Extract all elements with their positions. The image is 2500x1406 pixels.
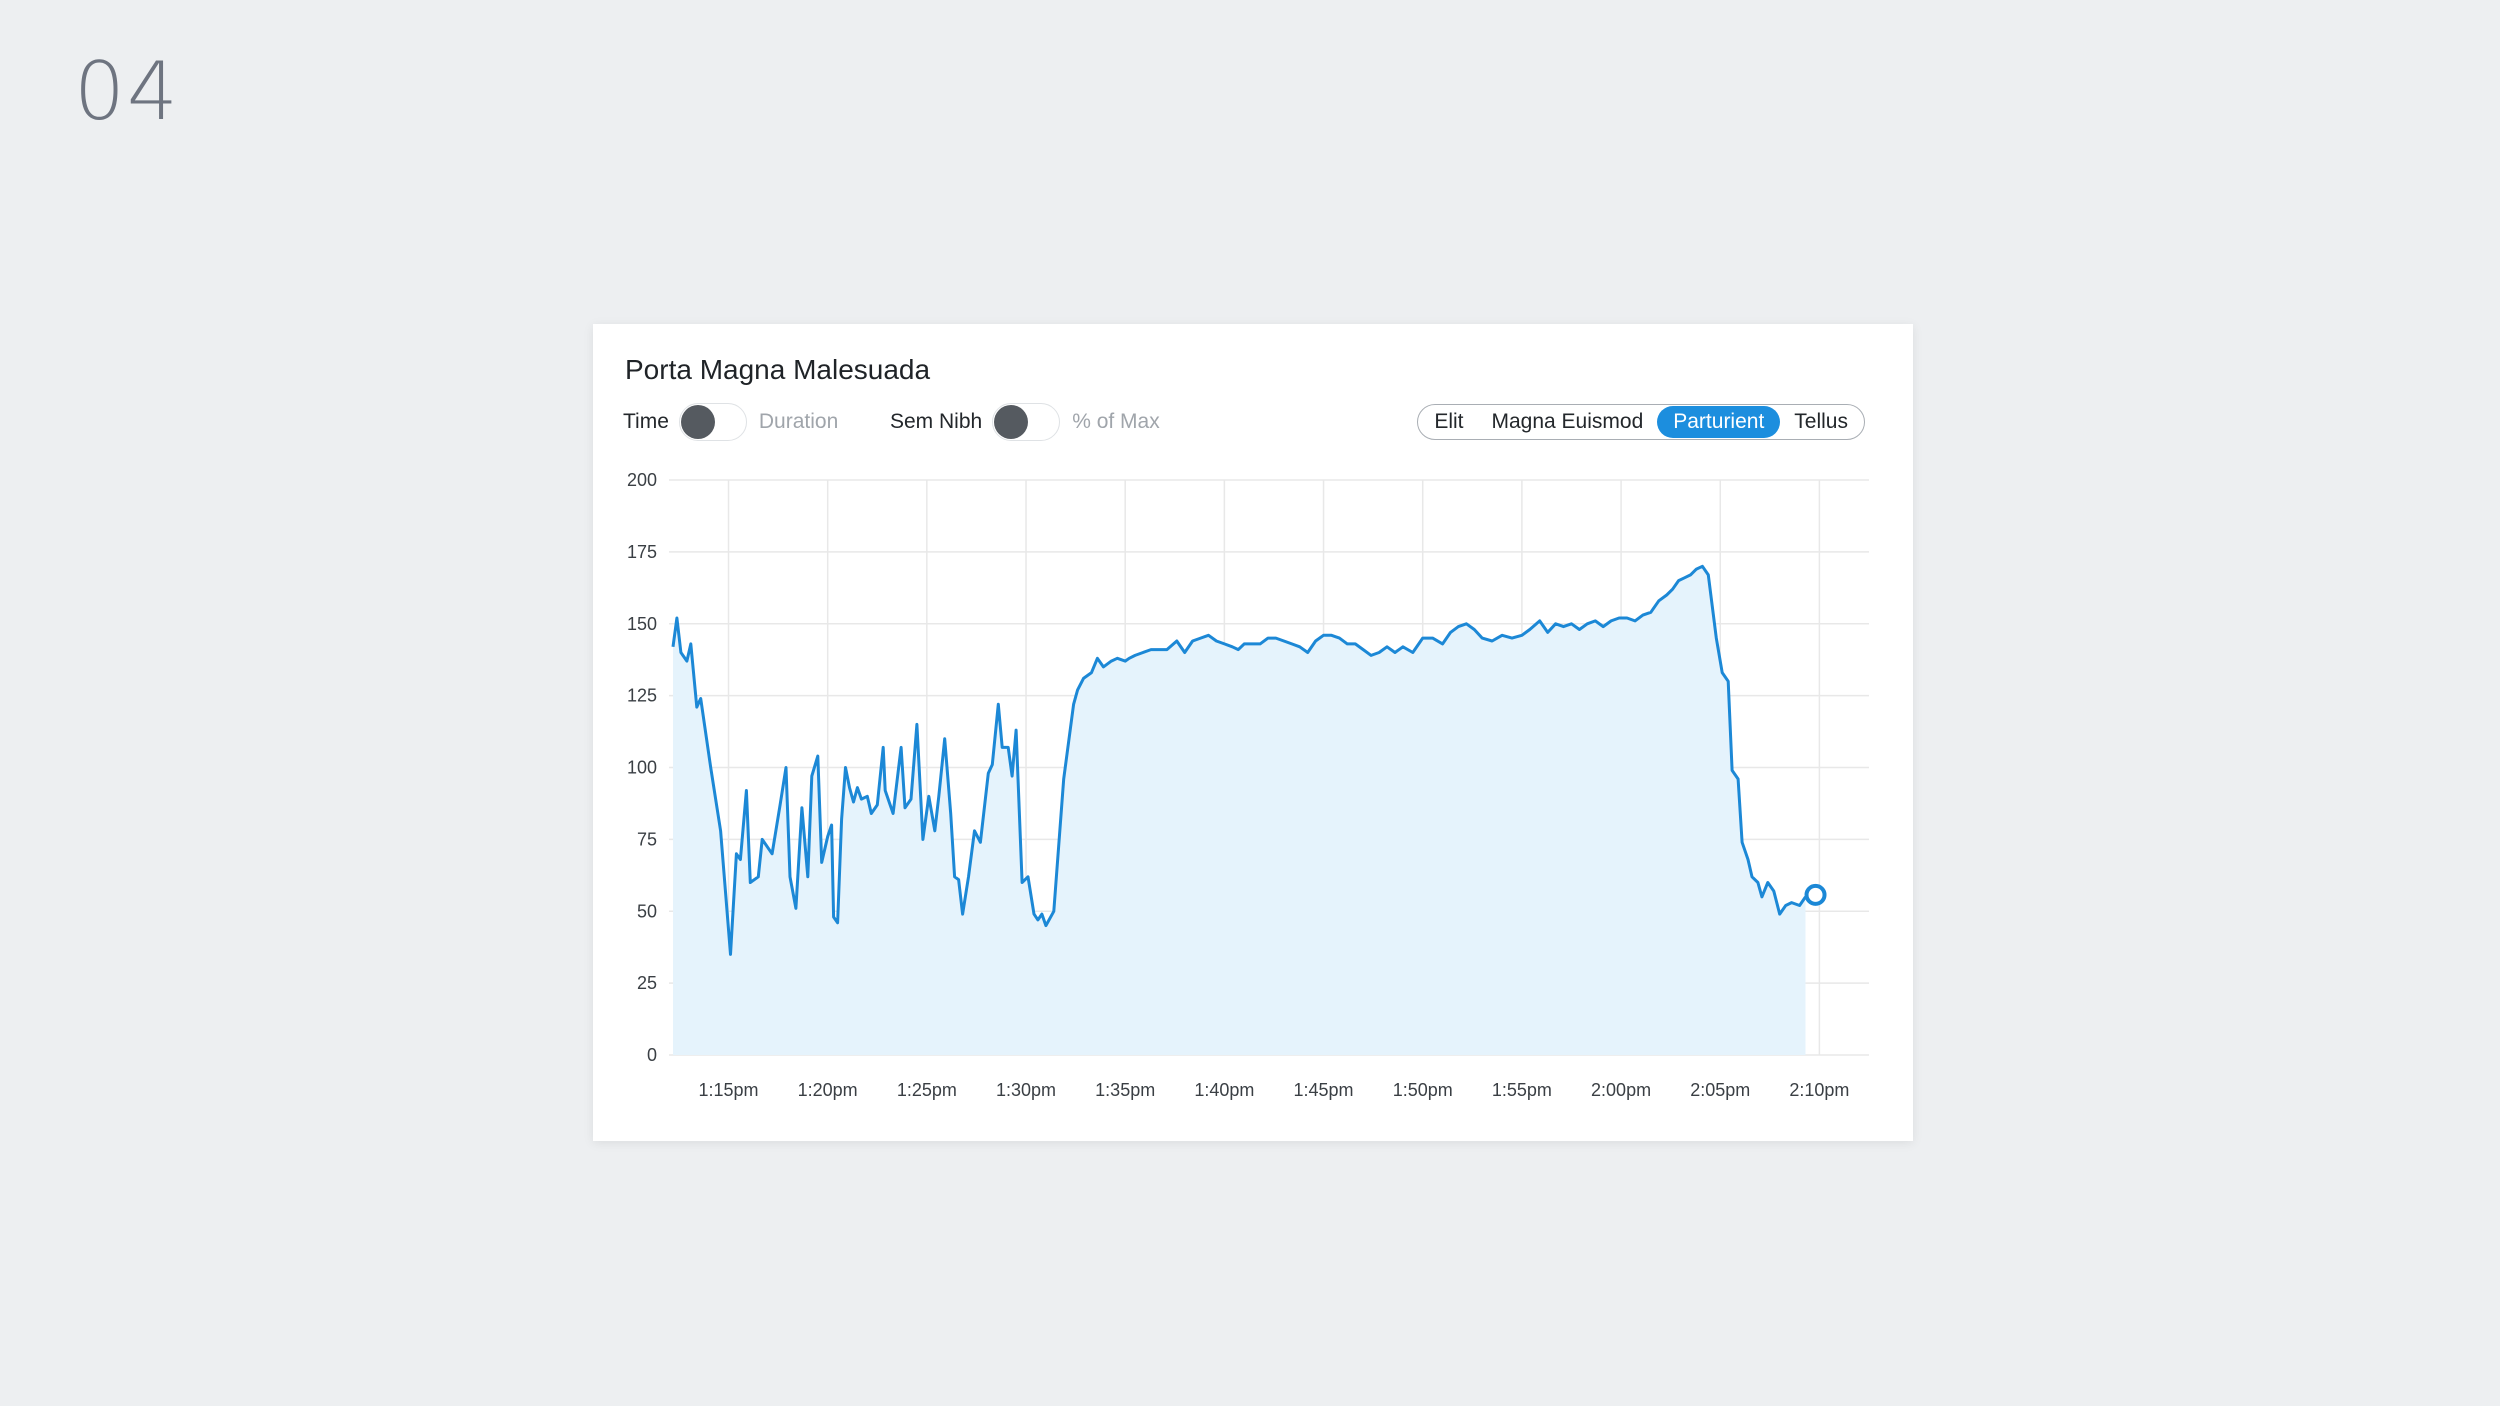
y-tick-label: 100 (627, 758, 657, 778)
sem-nibh-switch[interactable] (992, 403, 1061, 441)
time-duration-switch[interactable] (678, 403, 747, 441)
x-tick-label: 2:10pm (1789, 1080, 1849, 1100)
x-tick-label: 1:25pm (897, 1080, 957, 1100)
x-tick-label: 2:00pm (1591, 1080, 1651, 1100)
toggle-label-sem-nibh: Sem Nibh (890, 410, 983, 433)
x-tick-label: 1:40pm (1194, 1080, 1254, 1100)
y-tick-label: 150 (627, 614, 657, 634)
y-tick-label: 125 (627, 686, 657, 706)
segment-tellus[interactable]: Tellus (1794, 410, 1848, 433)
last-point-marker (1804, 883, 1827, 906)
area-chart: 0 25 50 75 100 125 150 175 200 1:15pm 1:20pm 1:25pm… (627, 470, 1869, 1100)
x-tick-label: 1:50pm (1393, 1080, 1453, 1100)
x-tick-label: 1:30pm (996, 1080, 1056, 1100)
y-tick-label: 200 (627, 470, 657, 490)
x-tick-label: 1:20pm (798, 1080, 858, 1100)
time-duration-toggle[interactable]: Time Duration (623, 402, 838, 442)
chart-card: Porta Magna Malesuada Time Duration Sem … (593, 324, 1913, 1141)
series-area (673, 566, 1806, 1055)
card-title: Porta Magna Malesuada (625, 354, 931, 385)
x-tick-label: 1:45pm (1294, 1080, 1354, 1100)
x-tick-label: 1:15pm (698, 1080, 758, 1100)
x-tick-label: 2:05pm (1690, 1080, 1750, 1100)
toggle-label-duration: Duration (758, 410, 839, 433)
page-number: 04 (74, 45, 180, 138)
segment-elit[interactable]: Elit (1434, 410, 1464, 433)
x-tick-label: 1:35pm (1095, 1080, 1155, 1100)
toggle-label-time: Time (623, 410, 669, 433)
y-tick-label: 50 (637, 901, 657, 921)
y-tick-label: 25 (637, 973, 657, 993)
series-line (671, 564, 1807, 956)
y-tick-label: 75 (637, 829, 657, 849)
segment-parturient[interactable]: Parturient (1657, 406, 1781, 438)
metric-segmented-control: Elit Magna Euismod Parturient Tellus (1417, 404, 1865, 440)
y-tick-label: 0 (647, 1045, 657, 1065)
switch-knob (680, 405, 715, 439)
x-tick-label: 1:55pm (1492, 1080, 1552, 1100)
switch-knob (994, 405, 1029, 439)
sem-nibh-toggle[interactable]: Sem Nibh % of Max (890, 402, 1160, 442)
segment-magna-euismod[interactable]: Magna Euismod (1491, 410, 1644, 433)
y-tick-label: 175 (627, 542, 657, 562)
toggle-label-percent-max: % of Max (1072, 410, 1160, 433)
